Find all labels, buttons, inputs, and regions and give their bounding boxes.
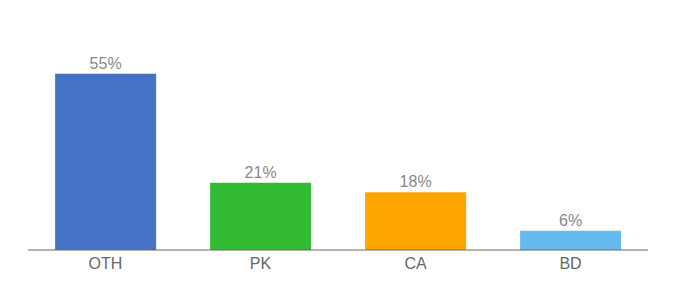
svg-text:18%: 18% — [400, 173, 432, 190]
svg-text:6%: 6% — [559, 212, 582, 229]
svg-text:PK: PK — [250, 255, 272, 272]
svg-text:21%: 21% — [245, 164, 277, 181]
svg-text:OTH: OTH — [89, 255, 123, 272]
svg-text:CA: CA — [404, 255, 427, 272]
svg-text:BD: BD — [559, 255, 581, 272]
svg-text:55%: 55% — [90, 55, 122, 72]
